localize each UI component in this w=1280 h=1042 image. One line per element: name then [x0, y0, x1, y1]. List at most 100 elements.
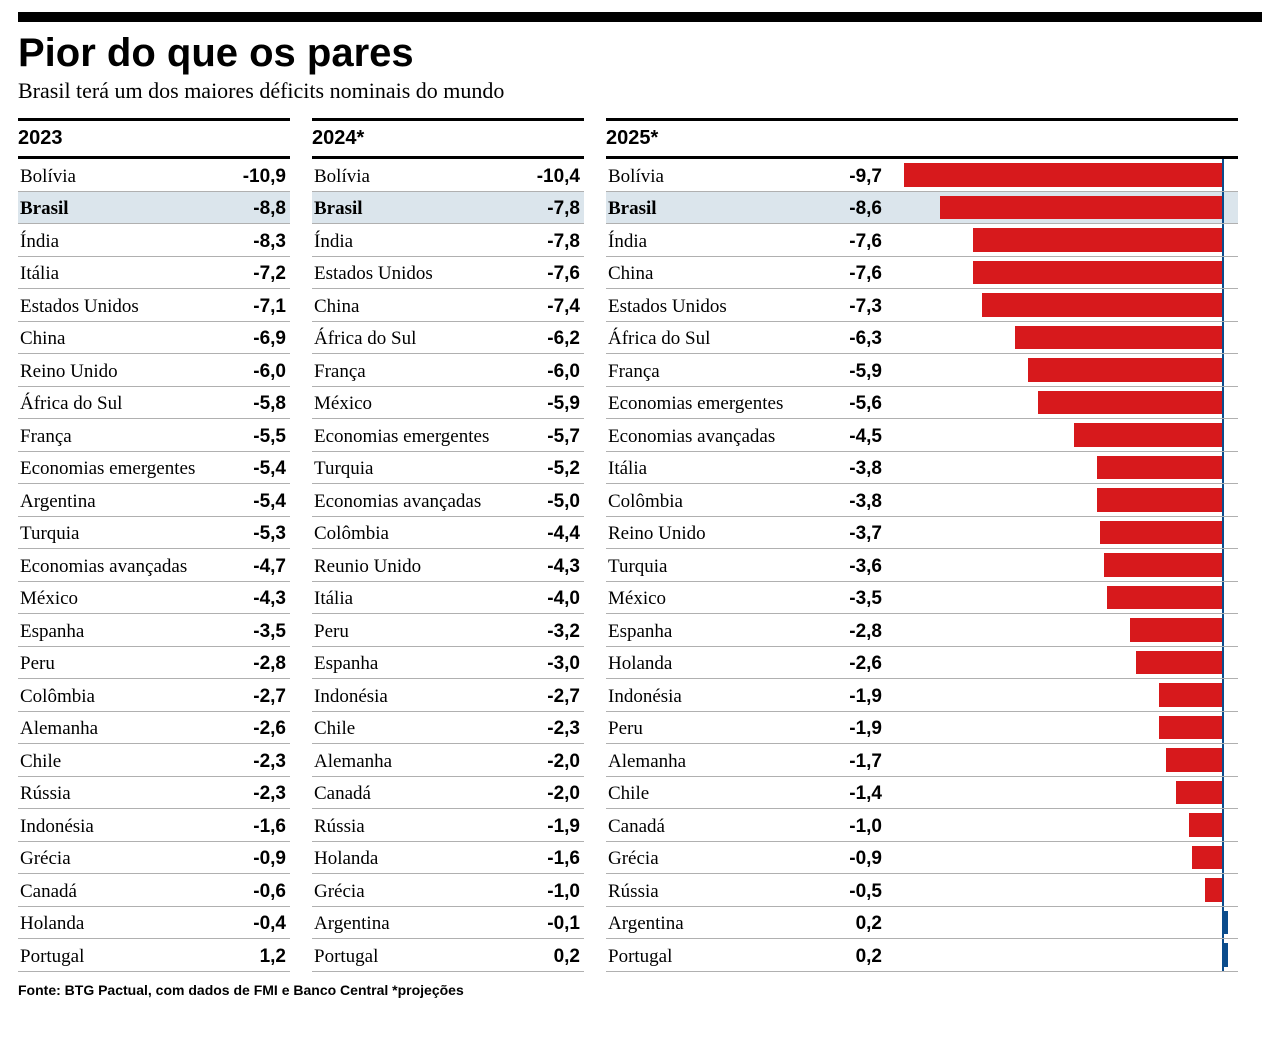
country-name: Alemanha — [18, 712, 230, 744]
country-name: Chile — [312, 712, 524, 744]
table-row: Alemanha-2,0 — [312, 744, 584, 777]
table-row: Canadá-1,0 — [606, 809, 1238, 842]
value-cell: -6,3 — [824, 322, 886, 354]
country-name: Holanda — [312, 842, 524, 874]
table-row: Reino Unido-3,7 — [606, 517, 1238, 550]
axis-zero-line — [1222, 159, 1224, 191]
country-name: Economias emergentes — [606, 387, 824, 419]
country-name: Peru — [312, 614, 524, 646]
table-row: Índia-7,8 — [312, 224, 584, 257]
table-row: França-6,0 — [312, 354, 584, 387]
value-cell: -5,4 — [230, 452, 290, 484]
table-row: Indonésia-1,9 — [606, 679, 1238, 712]
value-cell: -1,9 — [824, 712, 886, 744]
value-cell: -6,0 — [524, 354, 584, 386]
value-cell: -2,7 — [230, 679, 290, 711]
axis-zero-line — [1222, 744, 1224, 776]
value-cell: -5,6 — [824, 387, 886, 419]
value-cell: -6,9 — [230, 322, 290, 354]
table-row: México-3,5 — [606, 582, 1238, 615]
axis-zero-line — [1222, 452, 1224, 484]
value-cell: -2,6 — [230, 712, 290, 744]
value-cell: -3,7 — [824, 517, 886, 549]
axis-zero-line — [1222, 874, 1224, 906]
table-row: França-5,5 — [18, 419, 290, 452]
table-row: Índia-7,6 — [606, 224, 1238, 257]
table-row: Estados Unidos-7,6 — [312, 257, 584, 290]
table-row: Economias avançadas-5,0 — [312, 484, 584, 517]
table-row: Economias emergentes-5,4 — [18, 452, 290, 485]
table-row: Argentina-5,4 — [18, 484, 290, 517]
country-name: Grécia — [18, 842, 230, 874]
table-row: Chile-2,3 — [18, 744, 290, 777]
country-name: Chile — [18, 744, 230, 776]
table-row: Reunio Unido-4,3 — [312, 549, 584, 582]
table-row: África do Sul-6,2 — [312, 322, 584, 355]
value-cell: -2,3 — [230, 777, 290, 809]
value-cell: -0,1 — [524, 907, 584, 939]
value-cell: -2,6 — [824, 647, 886, 679]
value-cell: -3,5 — [230, 614, 290, 646]
table-row: México-4,3 — [18, 582, 290, 615]
top-border — [18, 12, 1262, 22]
table-row: Índia-8,3 — [18, 224, 290, 257]
value-cell: 1,2 — [230, 939, 290, 971]
country-name: China — [18, 322, 230, 354]
table-row: França-5,9 — [606, 354, 1238, 387]
table-row: África do Sul-5,8 — [18, 387, 290, 420]
value-cell: -1,9 — [524, 809, 584, 841]
table-row: Brasil-7,8 — [312, 192, 584, 225]
value-cell: -2,3 — [230, 744, 290, 776]
bar-area — [894, 354, 1238, 386]
value-cell: -4,3 — [230, 582, 290, 614]
bar — [1159, 683, 1221, 707]
bar-area — [894, 712, 1238, 744]
bar — [1222, 911, 1229, 935]
country-name: Rússia — [312, 809, 524, 841]
value-cell: -2,0 — [524, 777, 584, 809]
value-cell: -3,6 — [824, 549, 886, 581]
table-row: Turquia-5,3 — [18, 517, 290, 550]
country-name: Índia — [18, 224, 230, 256]
country-name: Economias emergentes — [18, 452, 230, 484]
country-name: Reino Unido — [18, 354, 230, 386]
country-name: Indonésia — [606, 679, 824, 711]
table-row: Grécia-0,9 — [606, 842, 1238, 875]
country-name: México — [606, 582, 824, 614]
country-name: Espanha — [312, 647, 524, 679]
bar — [1015, 326, 1221, 350]
bar-area — [894, 257, 1238, 289]
column-2025: 2025*Bolívia-9,7Brasil-8,6Índia-7,6China… — [606, 118, 1238, 972]
value-cell: -3,0 — [524, 647, 584, 679]
bar-area — [894, 614, 1238, 646]
axis-zero-line — [1222, 582, 1224, 614]
axis-zero-line — [1222, 549, 1224, 581]
value-cell: -0,5 — [824, 874, 886, 906]
bar-area — [894, 777, 1238, 809]
value-cell: -7,4 — [524, 289, 584, 321]
value-cell: -6,0 — [230, 354, 290, 386]
axis-zero-line — [1222, 614, 1224, 646]
table-row: Estados Unidos-7,3 — [606, 289, 1238, 322]
table-row: Alemanha-1,7 — [606, 744, 1238, 777]
bar — [1192, 846, 1221, 870]
bar-area — [894, 939, 1238, 971]
table-row: China-7,6 — [606, 257, 1238, 290]
table-row: Espanha-3,5 — [18, 614, 290, 647]
value-cell: -1,4 — [824, 777, 886, 809]
country-name: Estados Unidos — [312, 257, 524, 289]
country-name: Itália — [312, 582, 524, 614]
axis-zero-line — [1222, 354, 1224, 386]
country-name: Brasil — [312, 192, 524, 224]
country-name: Canadá — [312, 777, 524, 809]
value-cell: -4,7 — [230, 549, 290, 581]
table-row: Itália-4,0 — [312, 582, 584, 615]
value-cell: -9,7 — [824, 159, 886, 191]
value-cell: -7,1 — [230, 289, 290, 321]
country-name: Colômbia — [606, 484, 824, 516]
table-row: Portugal1,2 — [18, 939, 290, 972]
bar-area — [894, 874, 1238, 906]
country-name: Economias avançadas — [606, 419, 824, 451]
country-name: Rússia — [606, 874, 824, 906]
table-row: Economias avançadas-4,5 — [606, 419, 1238, 452]
